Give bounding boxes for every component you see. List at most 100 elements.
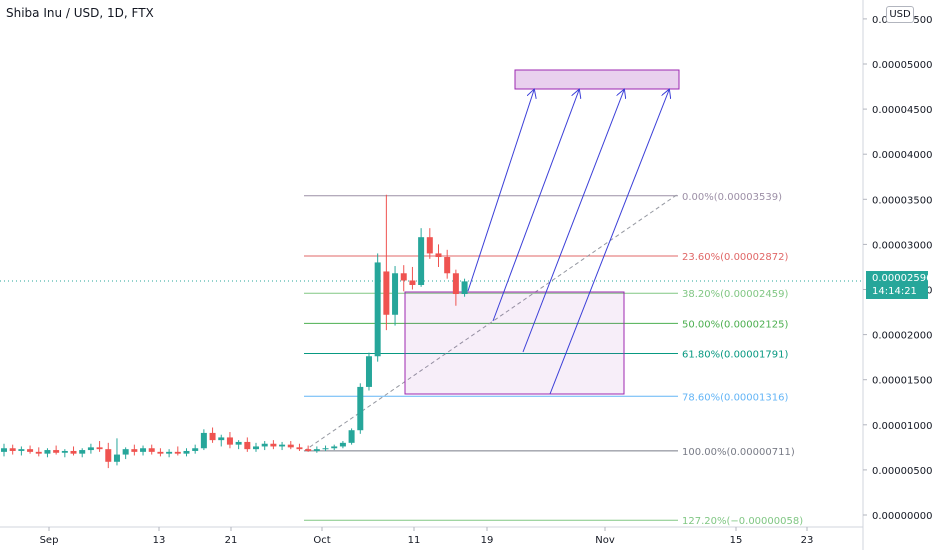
y-tick-label: 0.00001500 [872,376,932,387]
candle-body [148,448,155,452]
candle-body [287,444,294,448]
candle-body [339,442,346,447]
candle-body [9,448,16,451]
chart-title: Shiba Inu / USD, 1D, FTX [6,6,154,20]
candle-body [348,430,355,443]
candle-body [44,450,51,454]
fib-level-label: 0.00%(0.00003539) [682,192,782,203]
candle-body [140,448,147,452]
candle-body [157,451,164,454]
projection-arrow [492,90,579,322]
candle-body [296,447,303,450]
x-tick-label: 21 [225,535,238,546]
candle-body [96,447,103,450]
candle-body [400,273,407,281]
candle-body [122,449,129,455]
candle-body [435,253,442,258]
candle-body [27,449,34,452]
projection-arrow [549,90,669,395]
fib-level-label: 61.80%(0.00001791) [682,349,788,360]
candle-body [53,450,60,453]
x-tick-label: Sep [40,535,59,546]
x-tick-label: 13 [153,535,166,546]
y-tick-label: 0.00004500 [872,105,932,116]
projection-arrows[interactable] [467,90,669,395]
projection-arrow [522,90,624,353]
candle-body [261,443,268,447]
projection-arrow [467,90,534,292]
y-tick-label: 0.00005000 [872,60,932,71]
candle-body [105,449,112,462]
x-tick-label: 11 [408,535,421,546]
candle-body [35,451,42,454]
candle-body [313,449,320,451]
candle-body [18,449,25,451]
target-zone-box [514,69,680,90]
candle-body [131,449,138,452]
fib-level-label: 100.00%(0.00000711) [682,447,795,458]
candle-body [418,237,425,285]
candle-body [270,443,277,447]
candle-body [322,448,329,450]
candle-body [1,448,7,452]
candle-body [174,451,181,454]
fib-level-label: 23.60%(0.00002872) [682,252,788,263]
candle-body [253,446,260,450]
candle-body [426,237,433,254]
currency-badge[interactable]: USD [886,6,914,23]
y-tick-label: 0.00001000 [872,421,932,432]
y-tick-label: 0.00002000 [872,331,932,342]
fib-trend-line [303,193,679,452]
candle-body [331,446,338,449]
last-price-tag: 0.00002596 14:14:21 [866,271,932,299]
candle-body [87,447,94,451]
y-tick-label: 0.00000000 [872,511,932,522]
candle-body [61,450,68,453]
candle-body [383,271,390,315]
candle-body [392,273,399,315]
candle-body [374,262,381,357]
candle-body [183,450,190,454]
candle-countdown: 14:14:21 [872,286,917,297]
candle-body [166,451,173,454]
y-tick-label: 0.00004000 [872,150,932,161]
support-zone-box [404,291,625,395]
candle-body [79,450,86,454]
x-tick-label: Oct [313,535,330,546]
fib-level-label: 50.00%(0.00002125) [682,319,788,330]
candle-body [200,432,207,449]
candles [1,194,468,469]
candle-body [244,441,251,450]
candle-body [305,449,312,451]
candle-body [409,280,416,285]
fib-level-label: 78.60%(0.00001316) [682,392,788,403]
last-price-value: 0.00002596 [872,273,932,284]
fib-level-label: 38.20%(0.00002459) [682,289,788,300]
y-tick-label: 0.00003500 [872,195,932,206]
y-tick-label: 0.00000500 [872,466,932,477]
target-zones[interactable] [404,69,680,395]
candle-body [357,386,364,431]
candle-body [235,441,242,445]
candle-body [444,257,451,274]
x-tick-label: 15 [730,535,743,546]
x-tick-label: 19 [481,535,494,546]
candle-body [461,281,468,295]
candle-body [192,448,199,451]
candle-body [70,450,77,454]
candle-body [113,454,120,462]
y-tick-label: 0.00003000 [872,240,932,251]
candle-body [452,273,459,295]
candle-body [209,432,216,441]
candle-body [365,356,372,387]
candle-body [226,437,233,445]
fib-retracement[interactable]: 0.00%(0.00003539) 23.60%(0.00002872) 38.20… [303,192,803,527]
candle-body [218,437,225,441]
candle-body [279,444,286,447]
x-tick-label: 23 [801,535,814,546]
x-tick-label: Nov [595,535,615,546]
fib-level-label: 127.20%(−0.00000058) [682,516,803,527]
